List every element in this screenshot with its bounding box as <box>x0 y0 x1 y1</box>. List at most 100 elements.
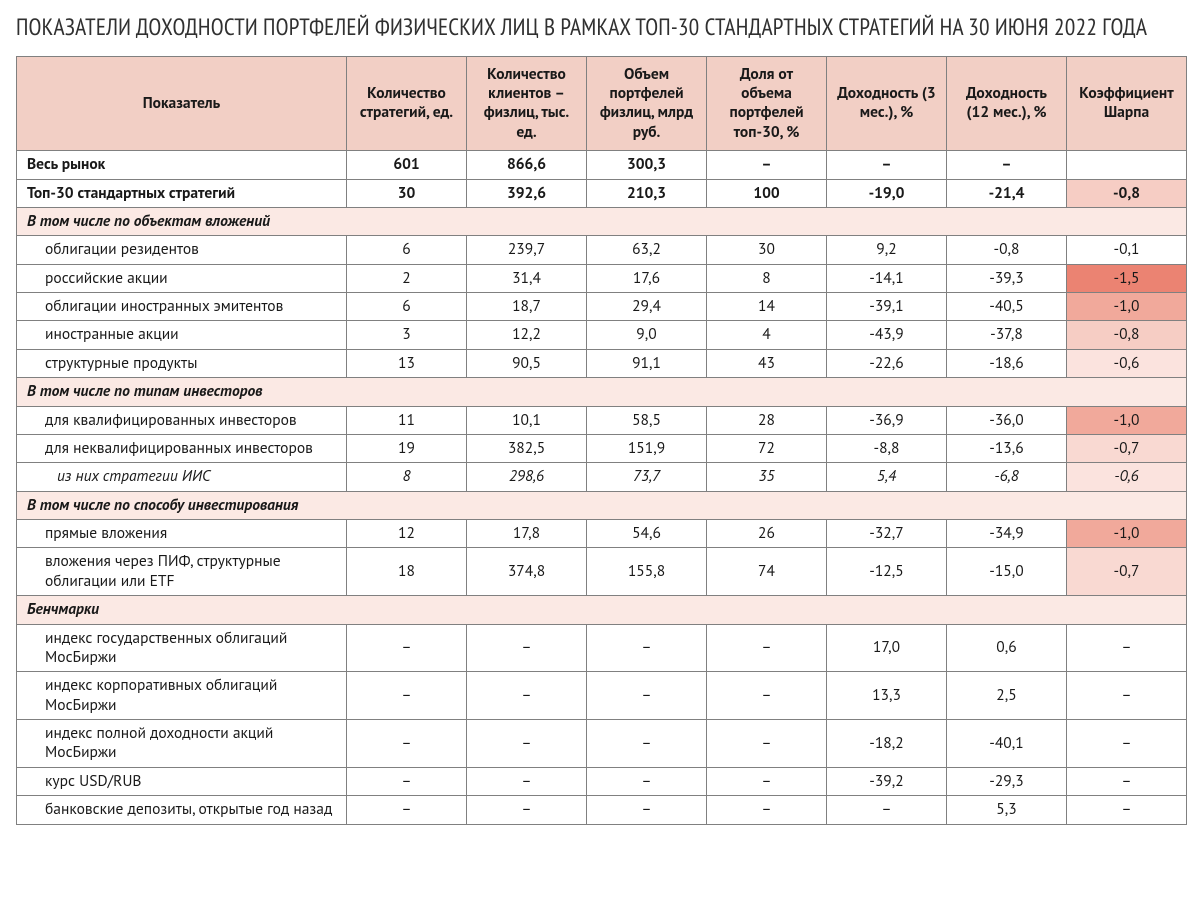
cell: -18,2 <box>827 720 947 768</box>
sharpe-cell: – <box>1067 796 1187 824</box>
cell: 0,6 <box>947 624 1067 672</box>
col-header: Доходность (12 мес.), % <box>947 56 1067 151</box>
cell: 13 <box>347 349 467 377</box>
cell: 63,2 <box>587 236 707 264</box>
cell: – <box>347 796 467 824</box>
cell: – <box>347 767 467 795</box>
cell: – <box>467 672 587 720</box>
cell: 54,6 <box>587 520 707 548</box>
sharpe-cell: -0,7 <box>1067 434 1187 462</box>
section-label: В том числе по объектам вложений <box>17 207 1187 235</box>
cell: -12,5 <box>827 548 947 596</box>
cell: – <box>707 796 827 824</box>
table-row: Топ-30 стандартных стратегий30392,6210,3… <box>17 179 1187 207</box>
cell: 866,6 <box>467 151 587 179</box>
cell: 601 <box>347 151 467 179</box>
row-label: российские акции <box>17 264 347 292</box>
sharpe-cell: – <box>1067 720 1187 768</box>
row-label: прямые вложения <box>17 520 347 548</box>
cell: – <box>707 672 827 720</box>
cell: 374,8 <box>467 548 587 596</box>
sharpe-cell: -1,0 <box>1067 406 1187 434</box>
cell: 5,4 <box>827 463 947 491</box>
col-header: Доля от объема портфелей топ-30, % <box>707 56 827 151</box>
cell: – <box>707 767 827 795</box>
table-section-row: Бенчмарки <box>17 596 1187 624</box>
table-row: для квалифицированных инвесторов1110,158… <box>17 406 1187 434</box>
sharpe-cell <box>1067 151 1187 179</box>
cell: 8 <box>707 264 827 292</box>
cell: 6 <box>347 236 467 264</box>
table-header-row: Показатель Количество стратегий, ед. Кол… <box>17 56 1187 151</box>
cell: – <box>587 672 707 720</box>
table-row: иностранные акции312,29,04-43,9-37,8-0,8 <box>17 321 1187 349</box>
cell: 43 <box>707 349 827 377</box>
cell: 31,4 <box>467 264 587 292</box>
table-row: облигации иностранных эмитентов618,729,4… <box>17 293 1187 321</box>
col-header: Количество клиентов – физлиц, тыс. ед. <box>467 56 587 151</box>
cell: -0,8 <box>947 236 1067 264</box>
row-label: иностранные акции <box>17 321 347 349</box>
col-header: Коэффициент Шарпа <box>1067 56 1187 151</box>
row-label: индекс государственных облигаций МосБирж… <box>17 624 347 672</box>
cell: 9,0 <box>587 321 707 349</box>
cell: 35 <box>707 463 827 491</box>
cell: 300,3 <box>587 151 707 179</box>
cell: -14,1 <box>827 264 947 292</box>
cell: 6 <box>347 293 467 321</box>
section-label: В том числе по типам инвесторов <box>17 378 1187 406</box>
cell: – <box>467 720 587 768</box>
sharpe-cell: -0,7 <box>1067 548 1187 596</box>
cell: -8,8 <box>827 434 947 462</box>
cell: – <box>467 767 587 795</box>
cell: 17,0 <box>827 624 947 672</box>
col-header: Показатель <box>17 56 347 151</box>
cell: -19,0 <box>827 179 947 207</box>
cell: -43,9 <box>827 321 947 349</box>
table-row: облигации резидентов6239,763,2309,2-0,8-… <box>17 236 1187 264</box>
cell: 91,1 <box>587 349 707 377</box>
cell: -21,4 <box>947 179 1067 207</box>
table-row: вложения через ПИФ, структурные облигаци… <box>17 548 1187 596</box>
sharpe-cell: -0,1 <box>1067 236 1187 264</box>
cell: 17,8 <box>467 520 587 548</box>
cell: 29,4 <box>587 293 707 321</box>
row-label: Топ-30 стандартных стратегий <box>17 179 347 207</box>
cell: – <box>587 767 707 795</box>
cell: 10,1 <box>467 406 587 434</box>
cell: -39,2 <box>827 767 947 795</box>
row-label: банковские депозиты, открытые год назад <box>17 796 347 824</box>
table-row: индекс государственных облигаций МосБирж… <box>17 624 1187 672</box>
cell: – <box>587 720 707 768</box>
cell: 73,7 <box>587 463 707 491</box>
cell: -15,0 <box>947 548 1067 596</box>
cell: 11 <box>347 406 467 434</box>
cell: 30 <box>707 236 827 264</box>
cell: 90,5 <box>467 349 587 377</box>
sharpe-cell: – <box>1067 624 1187 672</box>
cell: 2 <box>347 264 467 292</box>
col-header: Объем портфелей физлиц, млрд руб. <box>587 56 707 151</box>
table-section-row: В том числе по способу инвестирования <box>17 491 1187 519</box>
sharpe-cell: -0,6 <box>1067 463 1187 491</box>
row-label: вложения через ПИФ, структурные облигаци… <box>17 548 347 596</box>
cell: 12,2 <box>467 321 587 349</box>
cell: -22,6 <box>827 349 947 377</box>
cell: 30 <box>347 179 467 207</box>
cell: -29,3 <box>947 767 1067 795</box>
row-label: для неквалифицированных инвесторов <box>17 434 347 462</box>
cell: 72 <box>707 434 827 462</box>
row-label: индекс корпоративных облигаций МосБиржи <box>17 672 347 720</box>
cell: 13,3 <box>827 672 947 720</box>
cell: -32,7 <box>827 520 947 548</box>
cell: -36,9 <box>827 406 947 434</box>
cell: 74 <box>707 548 827 596</box>
cell: – <box>347 720 467 768</box>
cell: 12 <box>347 520 467 548</box>
cell: – <box>827 151 947 179</box>
cell: 14 <box>707 293 827 321</box>
cell: – <box>827 796 947 824</box>
cell: 2,5 <box>947 672 1067 720</box>
cell: -39,3 <box>947 264 1067 292</box>
table-row: Весь рынок601866,6300,3––– <box>17 151 1187 179</box>
